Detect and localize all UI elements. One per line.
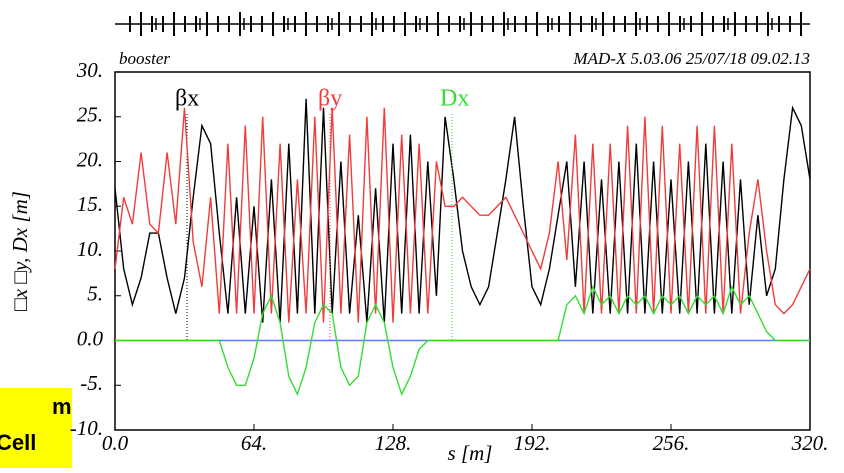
y-tick-label: 30. bbox=[76, 58, 103, 82]
y-tick-label: 20. bbox=[77, 147, 103, 171]
chart-subtitle: MAD-X 5.03.06 25/07/18 09.02.13 bbox=[572, 49, 810, 68]
x-tick-label: 320. bbox=[791, 431, 829, 455]
y-axis-label: □x □y, Dx [m] bbox=[8, 191, 32, 311]
x-axis-label: s [m] bbox=[448, 441, 493, 465]
x-tick-label: 64. bbox=[241, 431, 267, 455]
x-tick-label: 0.0 bbox=[102, 431, 129, 455]
series-line bbox=[115, 284, 810, 397]
annotation: Cell bbox=[0, 430, 36, 455]
x-tick-label: 192. bbox=[514, 431, 551, 455]
x-tick-label: 256. bbox=[653, 431, 690, 455]
y-tick-label: 15. bbox=[77, 192, 103, 216]
y-tick-label: 0.0 bbox=[77, 326, 104, 350]
note-box bbox=[0, 388, 72, 468]
lattice-strip bbox=[115, 12, 810, 36]
series-line bbox=[114, 107, 811, 323]
legend-label: βy bbox=[318, 86, 342, 112]
y-tick-label: 10. bbox=[77, 237, 103, 261]
legend-label: βx bbox=[175, 86, 199, 112]
chart-title: booster bbox=[119, 49, 170, 68]
series-line bbox=[114, 98, 811, 323]
y-tick-label: 25. bbox=[77, 103, 103, 127]
legend-label: Dx bbox=[440, 86, 469, 112]
y-tick-label: 5. bbox=[87, 282, 103, 306]
y-tick-label: -10. bbox=[70, 416, 103, 440]
x-tick-label: 128. bbox=[375, 431, 412, 455]
y-tick-label: -5. bbox=[80, 371, 103, 395]
annotation: m bbox=[52, 394, 72, 419]
